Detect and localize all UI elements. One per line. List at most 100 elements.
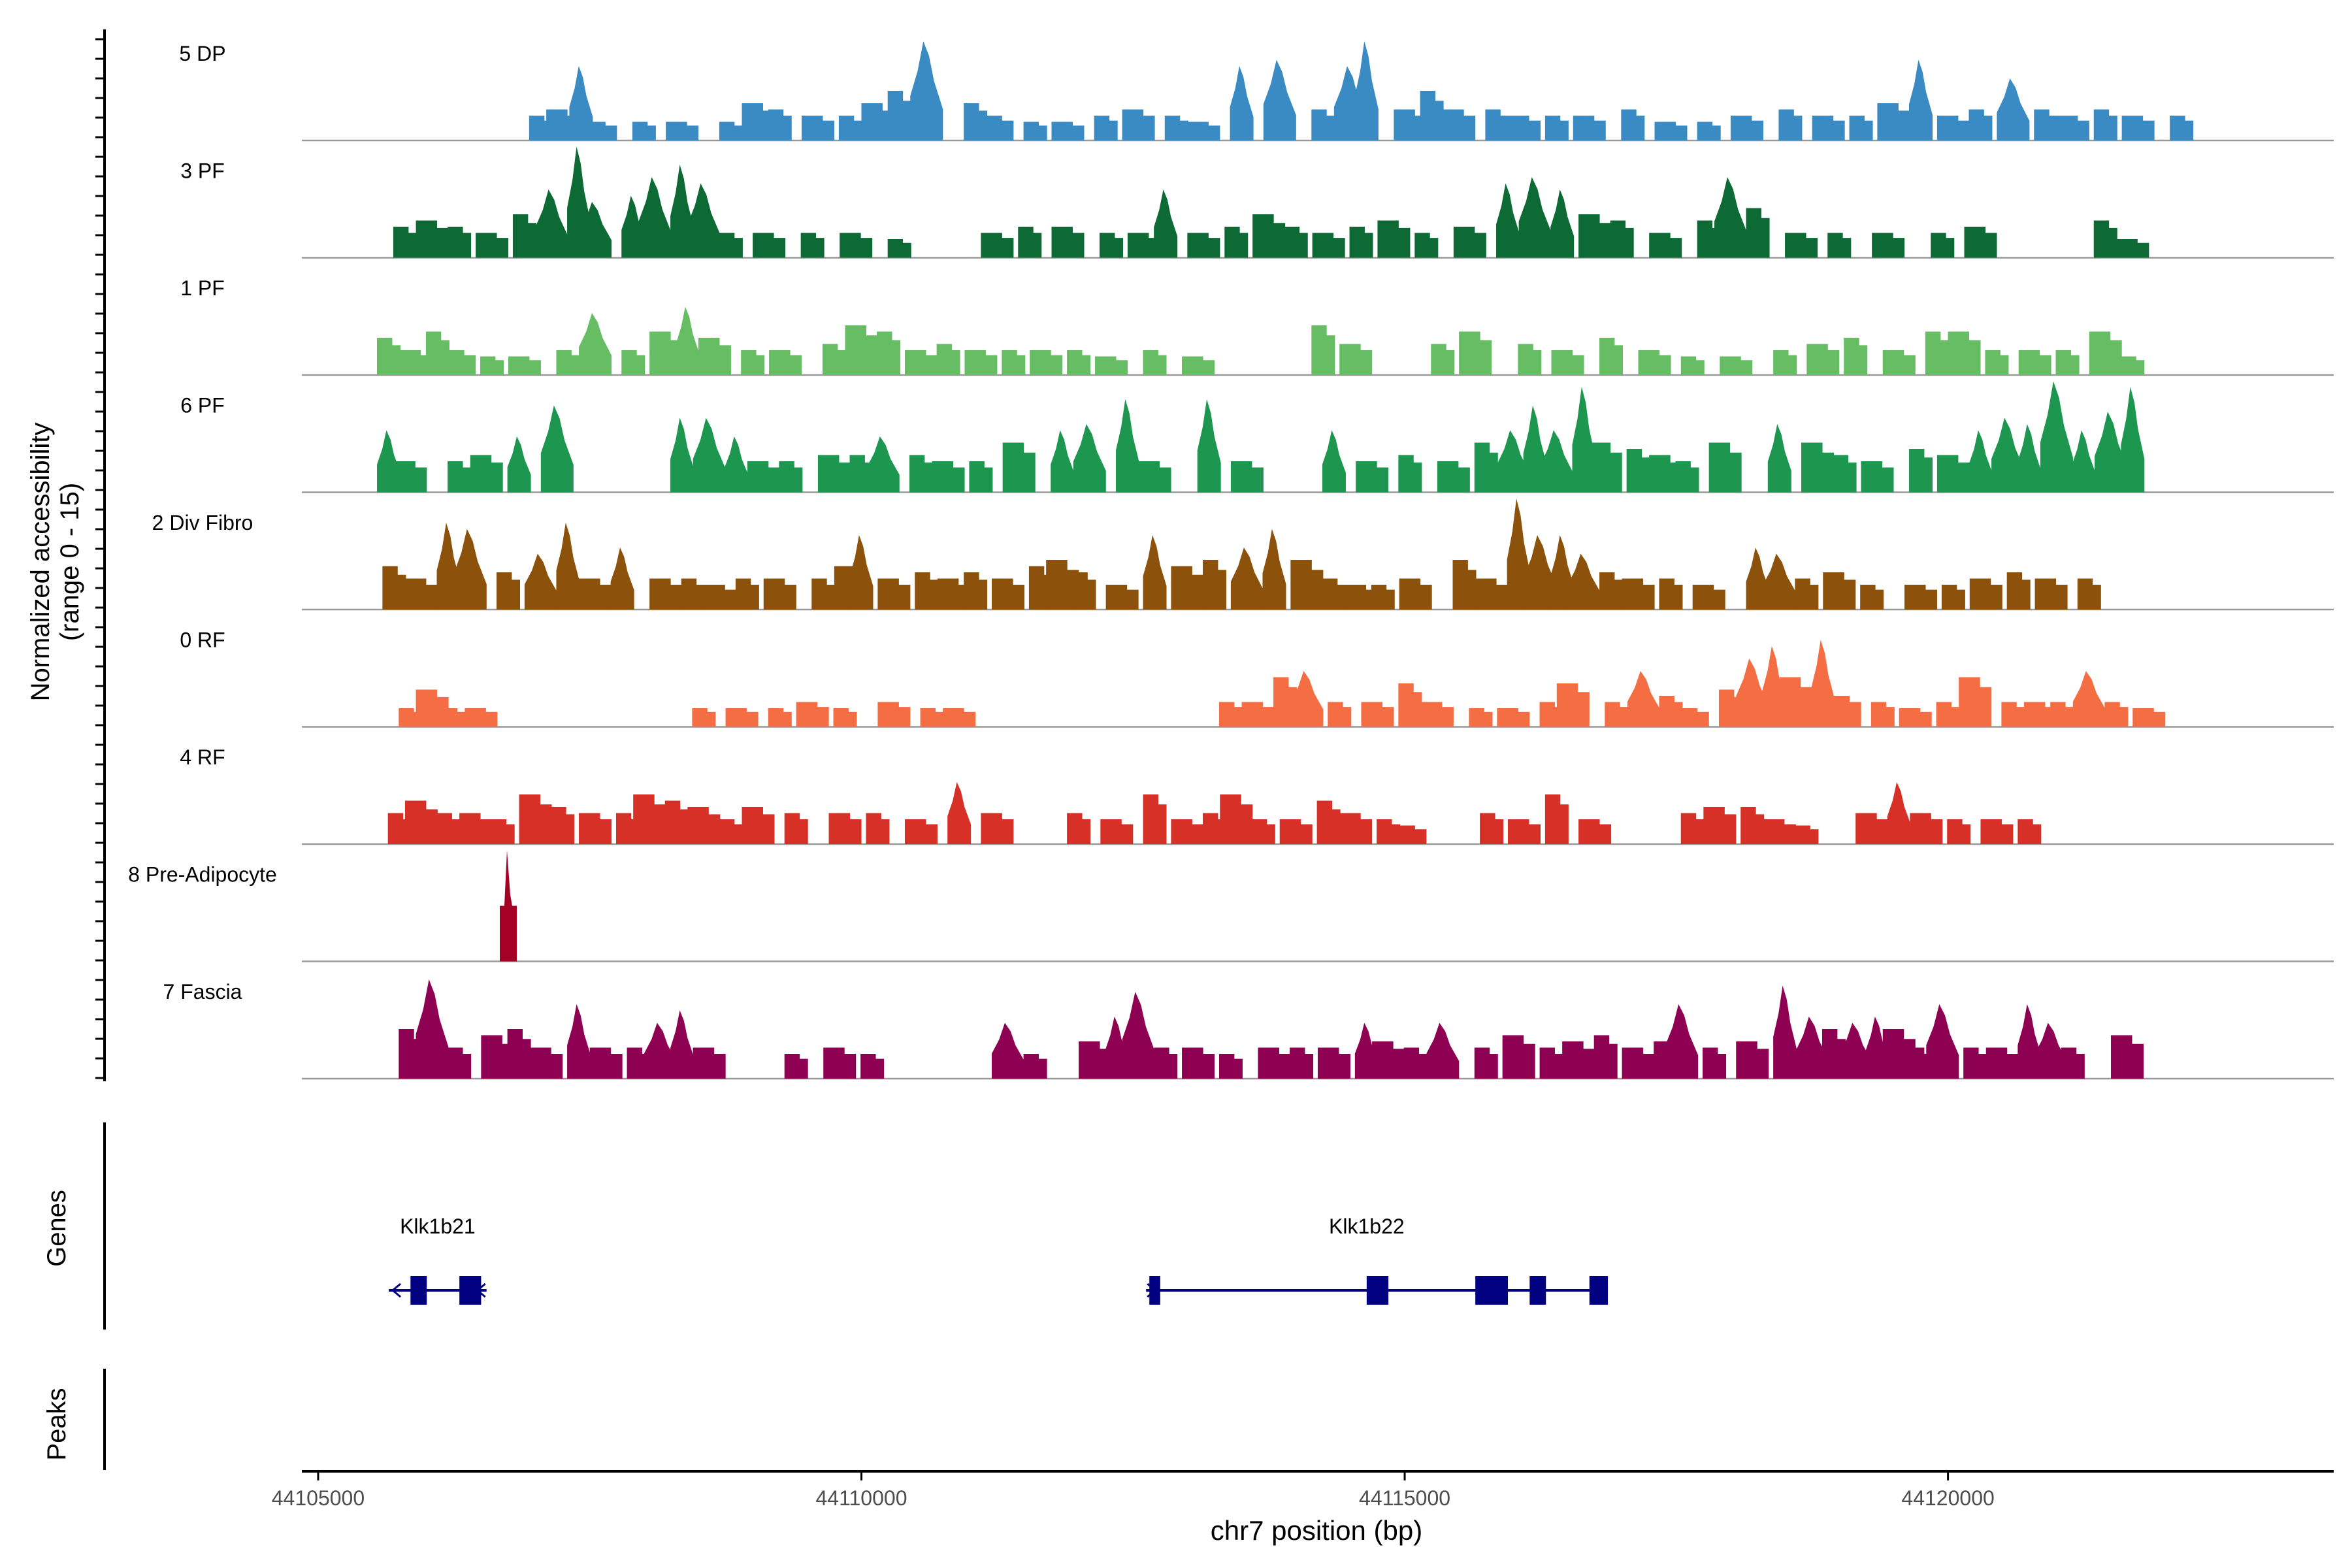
accessibility-peak [947, 782, 972, 844]
accessibility-peak [1795, 825, 1819, 844]
accessibility-peak [1262, 529, 1286, 610]
accessibility-peak [1030, 350, 1063, 375]
accessibility-peak [1659, 578, 1683, 610]
accessibility-peak [1258, 1047, 1291, 1079]
accessibility-peak [1502, 1035, 1535, 1079]
accessibility-peak [1361, 702, 1394, 727]
accessibility-peak [1985, 350, 2009, 375]
accessibility-peak [1143, 350, 1167, 375]
accessibility-peak [1284, 227, 1308, 258]
accessibility-peak [2034, 578, 2068, 610]
accessibility-peak [1703, 807, 1737, 844]
accessibility-peak [1496, 183, 1520, 258]
accessibility-peak [817, 455, 851, 493]
accessibility-peak [1539, 1047, 1563, 1079]
accessibility-peak [1100, 819, 1134, 844]
accessibility-peak [1593, 1035, 1618, 1079]
accessibility-peak [1218, 702, 1243, 727]
accessibility-peak [920, 708, 944, 727]
accessibility-peak [530, 1047, 563, 1079]
accessibility-peak [579, 202, 612, 258]
track-label: 8 Pre-Adipocyte [128, 863, 277, 887]
accessibility-peak [1736, 659, 1769, 727]
accessibility-peak [394, 461, 427, 493]
accessibility-peak [512, 214, 536, 258]
accessibility-peak [1398, 683, 1422, 727]
accessibility-peak [1322, 430, 1346, 493]
accessibility-peak [1317, 1047, 1350, 1079]
accessibility-peak [1968, 430, 1993, 493]
accessibility-peak [1959, 677, 1992, 727]
accessibility-peak [1051, 227, 1085, 258]
exon [1149, 1276, 1160, 1305]
accessibility-peak [981, 233, 1014, 258]
accessibility-peak [1778, 109, 1803, 140]
accessibility-peak [448, 1047, 472, 1079]
x-tick-label: 44105000 [272, 1486, 365, 1510]
accessibility-peak [416, 979, 449, 1079]
accessibility-peak [681, 578, 705, 610]
accessibility-peak [1311, 109, 1335, 140]
accessibility-peak [1812, 116, 1845, 140]
accessibility-peak [1497, 430, 1530, 493]
accessibility-peak [1197, 399, 1221, 493]
accessibility-peak [1002, 350, 1026, 375]
accessibility-peak [519, 794, 552, 844]
accessibility-peak [1714, 177, 1747, 258]
accessibility-peak [1556, 683, 1590, 727]
accessibility-peak [1154, 189, 1178, 258]
accessibility-peak [2077, 578, 2101, 610]
gene-name: Klk1b22 [1329, 1215, 1405, 1238]
track-0-rf: 0 RF [180, 629, 2334, 728]
accessibility-peak [981, 116, 1014, 140]
accessibility-peak [1697, 122, 1721, 140]
accessibility-peak [1550, 189, 1575, 258]
accessibility-peak [1621, 109, 1645, 140]
accessibility-peak [877, 702, 911, 727]
accessibility-peak [632, 122, 656, 140]
accessibility-peak [1051, 430, 1075, 493]
accessibility-peak [1437, 461, 1470, 493]
accessibility-peak [1844, 338, 1868, 375]
accessibility-peak [1524, 535, 1557, 610]
accessibility-peak [556, 350, 580, 375]
accessibility-peak [399, 350, 433, 375]
accessibility-peak [840, 233, 873, 258]
accessibility-peak [1680, 356, 1705, 375]
accessibility-peak [877, 331, 901, 375]
gene-klk1b22: Klk1b22 [1146, 1215, 1609, 1305]
accessibility-peak [1518, 344, 1542, 375]
accessibility-peak [551, 807, 575, 844]
accessibility-peak [1398, 455, 1422, 493]
accessibility-peak [1051, 122, 1085, 140]
accessibility-peak [1073, 424, 1106, 493]
accessibility-peak [2018, 350, 2051, 375]
track-7-fascia: 7 Fascia [163, 979, 2334, 1080]
exon [459, 1276, 482, 1305]
accessibility-peak [887, 91, 911, 140]
accessibility-peak [1980, 819, 2014, 844]
accessibility-peak [693, 1047, 726, 1079]
accessibility-peak [589, 1047, 623, 1079]
accessibility-peak [1904, 585, 1938, 610]
accessibility-peak [1426, 1022, 1460, 1079]
accessibility-peak [1991, 417, 2025, 493]
accessibility-peak [1328, 702, 1352, 727]
accessibility-peak [1730, 116, 1763, 140]
accessibility-peak [1833, 455, 1857, 493]
accessibility-peak [1801, 442, 1835, 493]
accessibility-peak [1072, 572, 1096, 610]
accessibility-peak [1023, 1054, 1047, 1079]
accessibility-peak [1485, 109, 1509, 140]
accessibility-peak [1164, 116, 1188, 140]
accessibility-peak [1115, 399, 1139, 493]
accessibility-peak [1290, 1047, 1314, 1079]
accessibility-peak [499, 850, 517, 962]
accessibility-peak [1182, 356, 1215, 375]
accessibility-peak [1622, 578, 1655, 610]
accessibility-peak [1860, 585, 1884, 610]
accessibility-peak [567, 1004, 591, 1079]
accessibility-peak [1763, 553, 1796, 610]
accessibility-peak [769, 350, 802, 375]
accessibility-peak [2093, 220, 2117, 258]
